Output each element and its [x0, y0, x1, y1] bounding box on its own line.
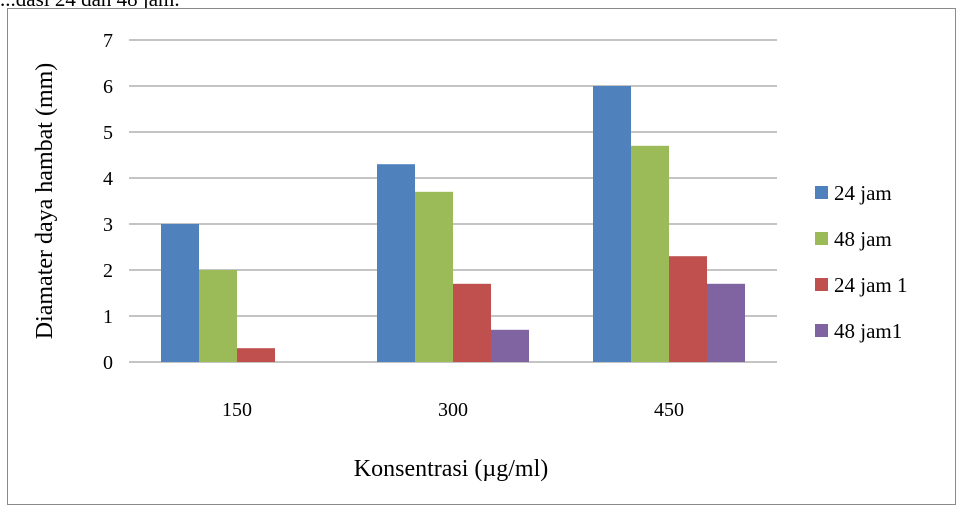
legend: 24 jam 48 jam 24 jam 1 48 jam1 — [815, 181, 908, 343]
bar-24-jam-150 — [161, 224, 199, 362]
x-tick-labels: 150 300 450 — [222, 399, 684, 421]
bar-48-jam1-300 — [491, 329, 529, 362]
y-tick-label: 3 — [103, 214, 113, 236]
x-tick-label: 450 — [654, 399, 684, 421]
bar-48-jam-300 — [415, 191, 453, 362]
bar-48-jam-450 — [631, 145, 669, 362]
y-tick-labels: 0 1 2 3 4 5 6 7 — [103, 30, 113, 374]
legend-swatch — [815, 278, 828, 291]
y-tick-label: 5 — [103, 122, 113, 144]
bar-24-jam-450 — [593, 86, 631, 362]
legend-label: 24 jam — [834, 181, 892, 205]
x-axis-title: Konsentrasi (µg/ml) — [354, 456, 548, 482]
bar-24-jam-1-150 — [237, 348, 275, 362]
bars — [161, 86, 745, 362]
legend-label: 24 jam 1 — [834, 273, 908, 297]
legend-label: 48 jam1 — [834, 319, 902, 343]
caption-fragment: ...dasi 24 dan 48 jam. — [0, 0, 180, 12]
bar-48-jam1-450 — [707, 283, 745, 362]
bar-24-jam-1-450 — [669, 256, 707, 362]
y-tick-label: 0 — [103, 352, 113, 374]
legend-swatch — [815, 186, 828, 199]
x-tick-label: 300 — [438, 399, 468, 421]
y-tick-label: 1 — [103, 306, 113, 328]
x-tick-label: 150 — [222, 399, 252, 421]
bar-24-jam-300 — [377, 164, 415, 362]
bar-48-jam-150 — [199, 270, 237, 362]
y-tick-label: 4 — [103, 168, 113, 190]
legend-label: 48 jam — [834, 227, 892, 251]
legend-swatch — [815, 232, 828, 245]
y-tick-label: 6 — [103, 76, 113, 98]
y-tick-label: 7 — [103, 30, 113, 52]
legend-swatch — [815, 324, 828, 337]
y-tick-label: 2 — [103, 260, 113, 282]
bar-24-jam-1-300 — [453, 283, 491, 362]
y-axis-title: Diamater daya hambat (mm) — [32, 63, 58, 340]
